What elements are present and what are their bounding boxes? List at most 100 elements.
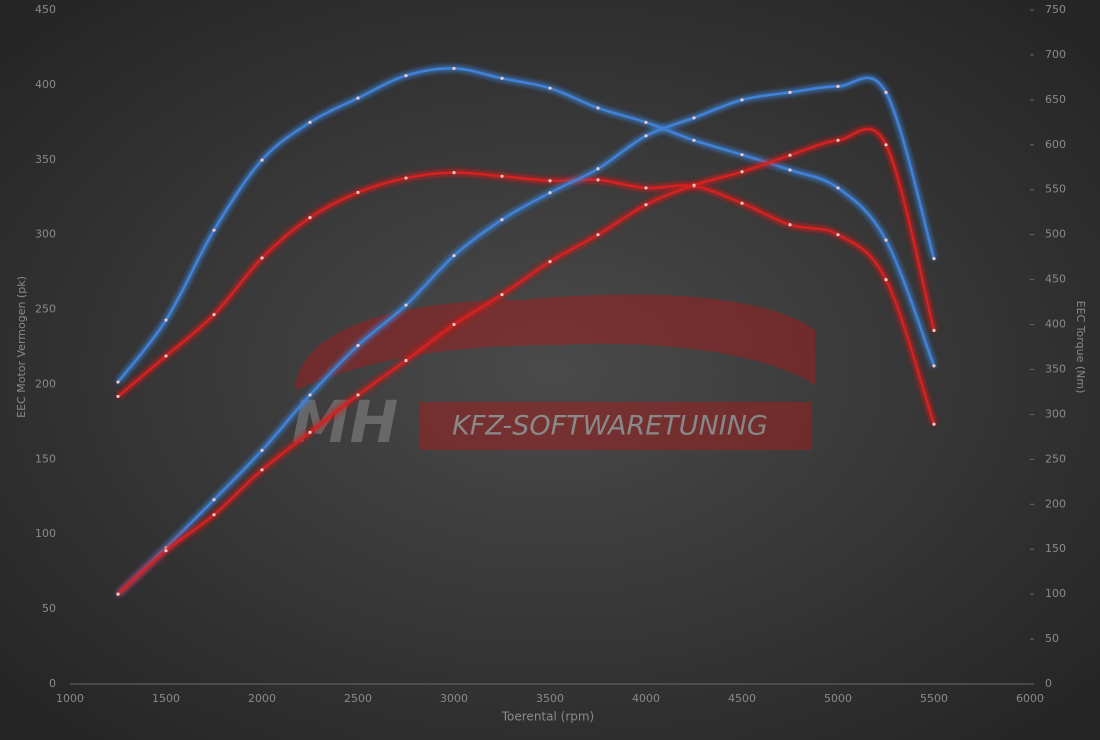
series-line — [117, 171, 936, 425]
data-point — [788, 168, 792, 172]
data-point — [452, 254, 456, 258]
data-point — [260, 448, 264, 452]
data-point — [788, 153, 792, 157]
y-axis-label: EEC Motor Vermogen (pk) — [15, 276, 28, 418]
data-point — [116, 380, 120, 384]
y2-tick-label: 700 — [1045, 48, 1066, 61]
y-tick-label: 250 — [35, 303, 56, 316]
y2-tick-label: 350 — [1045, 362, 1066, 375]
data-point — [212, 228, 216, 232]
x-tick-label: 4000 — [632, 692, 660, 705]
logo-banner — [420, 402, 812, 450]
data-point — [596, 233, 600, 237]
y2-tick-label: 50 — [1045, 632, 1059, 645]
data-point — [116, 394, 120, 399]
y2-tick-label: 150 — [1045, 542, 1066, 555]
watermark-text: KFZ-SOFTWARETUNING — [452, 411, 768, 442]
data-point — [260, 256, 264, 260]
y2-tick-label: 650 — [1045, 93, 1066, 106]
data-point — [452, 322, 456, 327]
y2-tick-label: 250 — [1045, 452, 1066, 465]
data-point — [932, 328, 936, 333]
x-tick-label: 2500 — [344, 692, 372, 705]
data-point — [548, 179, 552, 183]
data-point — [692, 183, 696, 187]
x-tick-label: 1000 — [56, 692, 84, 705]
data-point — [212, 498, 216, 502]
data-point — [356, 343, 360, 348]
x-tick-label: 5000 — [824, 692, 852, 705]
data-point — [644, 134, 648, 138]
data-point — [260, 158, 264, 162]
series-line — [117, 127, 936, 596]
data-point — [356, 393, 360, 397]
data-point — [644, 120, 648, 124]
data-point — [596, 178, 600, 182]
data-point — [116, 592, 120, 596]
y-tick-label: 400 — [35, 78, 56, 91]
data-point — [404, 74, 408, 78]
data-point — [500, 218, 504, 222]
y-tick-label: 350 — [35, 153, 56, 166]
data-point — [836, 233, 840, 237]
y2-tick-label: 750 — [1045, 3, 1066, 16]
data-point — [644, 203, 648, 207]
data-point — [452, 66, 456, 71]
data-point — [596, 106, 600, 110]
data-point — [500, 292, 504, 297]
y2-tick-label: 500 — [1045, 228, 1066, 241]
y2-tick-label: 550 — [1045, 183, 1066, 196]
series-line — [117, 76, 936, 596]
data-point — [836, 84, 840, 88]
data-point — [884, 238, 888, 242]
y-tick-label: 0 — [49, 677, 56, 690]
data-point — [356, 190, 360, 195]
data-point — [692, 138, 696, 142]
data-point — [740, 153, 744, 157]
x-tick-label: 6000 — [1016, 692, 1044, 705]
data-point — [644, 186, 648, 190]
y2-tick-label: 100 — [1045, 587, 1066, 600]
data-point — [836, 186, 840, 190]
y2-tick-label: 300 — [1045, 407, 1066, 420]
data-point — [212, 313, 216, 317]
data-point — [932, 422, 936, 426]
data-point — [308, 430, 312, 434]
data-point — [452, 171, 456, 175]
data-point — [356, 96, 360, 100]
data-point — [788, 223, 792, 227]
data-point — [404, 358, 408, 363]
y-tick-label: 100 — [35, 527, 56, 540]
logo-shape — [295, 294, 815, 390]
data-point — [884, 143, 888, 147]
data-point — [500, 174, 504, 178]
y-tick-label: 450 — [35, 3, 56, 16]
x-tick-label: 1500 — [152, 692, 180, 705]
y2-tick-label: 600 — [1045, 138, 1066, 151]
data-point — [404, 303, 408, 307]
x-tick-label: 3500 — [536, 692, 564, 705]
data-point — [740, 98, 744, 102]
x-tick-label: 4500 — [728, 692, 756, 705]
x-axis-label: Toerental (rpm) — [501, 710, 594, 724]
y-tick-label: 200 — [35, 377, 56, 390]
data-point — [548, 260, 552, 264]
data-point — [788, 90, 792, 94]
data-point — [740, 170, 744, 174]
data-point — [500, 76, 504, 80]
data-point — [164, 318, 168, 322]
data-point — [308, 393, 312, 397]
data-point — [308, 215, 312, 220]
x-tick-label: 2000 — [248, 692, 276, 705]
data-point — [548, 191, 552, 195]
data-point — [884, 90, 888, 94]
data-point — [308, 120, 312, 124]
data-point — [932, 364, 936, 368]
data-point — [932, 257, 936, 261]
data-point — [596, 167, 600, 171]
series-line — [117, 67, 936, 383]
y-tick-label: 300 — [35, 228, 56, 241]
data-point — [884, 278, 888, 282]
y2-tick-label: 200 — [1045, 497, 1066, 510]
